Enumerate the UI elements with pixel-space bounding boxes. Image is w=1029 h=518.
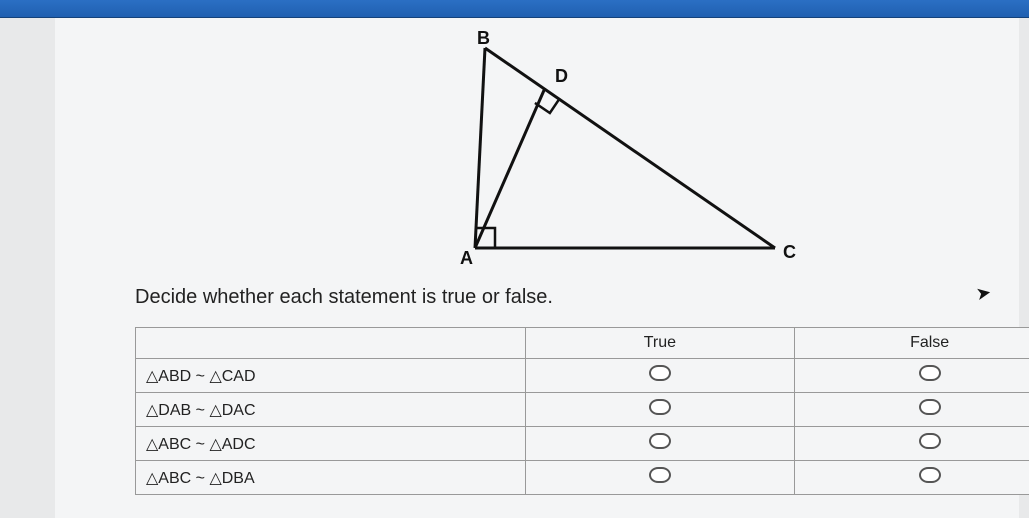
true-false-table: True False △ABD ~ △CAD △DAB ~ △DAC △ABC … <box>135 327 1029 495</box>
label-B: B <box>477 28 490 48</box>
header-blank <box>136 328 526 359</box>
question-content: A B C D Decide whether each statement is… <box>55 18 1019 518</box>
radio-false-0[interactable] <box>919 365 941 381</box>
radio-true-1[interactable] <box>649 399 671 415</box>
statement-cell: △ABC ~ △DBA <box>136 461 526 495</box>
label-C: C <box>783 242 796 262</box>
label-A: A <box>460 248 473 268</box>
radio-true-3[interactable] <box>649 467 671 483</box>
table-header-row: True False <box>136 328 1029 359</box>
table-row: △DAB ~ △DAC <box>136 393 1029 427</box>
header-true: True <box>525 328 795 359</box>
statement-cell: △ABC ~ △ADC <box>136 427 526 461</box>
statement-cell: △DAB ~ △DAC <box>136 393 526 427</box>
table-row: △ABD ~ △CAD <box>136 359 1029 393</box>
table-row: △ABC ~ △ADC <box>136 427 1029 461</box>
table-row: △ABC ~ △DBA <box>136 461 1029 495</box>
radio-false-3[interactable] <box>919 467 941 483</box>
segment-AB <box>475 48 485 248</box>
radio-true-2[interactable] <box>649 433 671 449</box>
label-D: D <box>555 66 568 86</box>
header-false: False <box>795 328 1029 359</box>
radio-false-2[interactable] <box>919 433 941 449</box>
statement-cell: △ABD ~ △CAD <box>136 359 526 393</box>
app-header-bar <box>0 0 1029 18</box>
radio-false-1[interactable] <box>919 399 941 415</box>
radio-true-0[interactable] <box>649 365 671 381</box>
cursor-icon: ➤ <box>974 282 993 305</box>
triangle-diagram: A B C D <box>405 28 805 268</box>
diagram-container: A B C D <box>135 28 979 268</box>
segment-BC <box>485 48 775 248</box>
segment-AD <box>475 88 545 248</box>
question-prompt: Decide whether each statement is true or… <box>135 286 979 309</box>
